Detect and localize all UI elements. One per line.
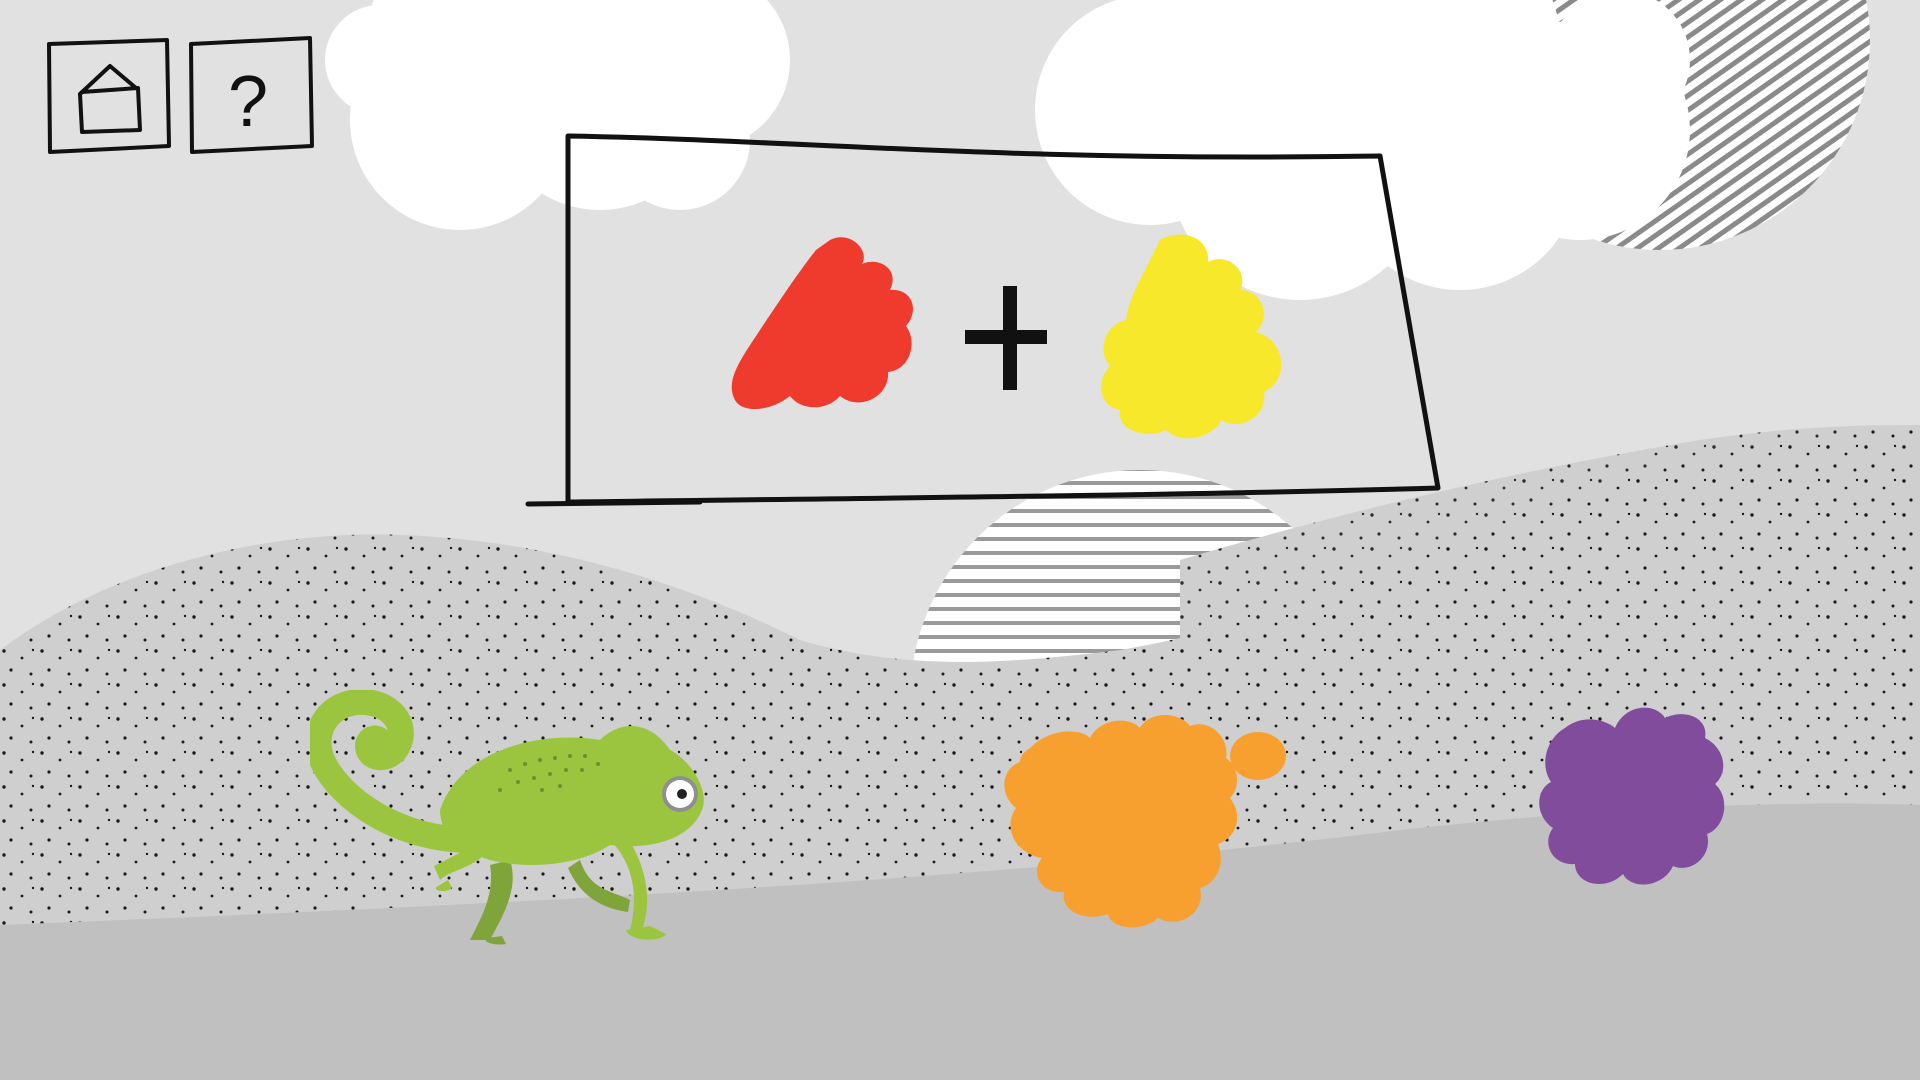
orange-paint-blob[interactable]	[990, 708, 1290, 938]
cloud-left	[325, 0, 790, 230]
chameleon-eye	[662, 776, 698, 812]
house-icon	[78, 64, 142, 134]
chameleon-character	[310, 690, 704, 945]
cloud-right	[1035, 0, 1690, 300]
help-button[interactable]: ?	[186, 34, 316, 158]
ground-front	[0, 803, 1920, 1080]
home-button[interactable]	[44, 36, 174, 156]
purple-paint-blob[interactable]	[1535, 698, 1735, 898]
question-mark-icon: ?	[228, 62, 268, 142]
